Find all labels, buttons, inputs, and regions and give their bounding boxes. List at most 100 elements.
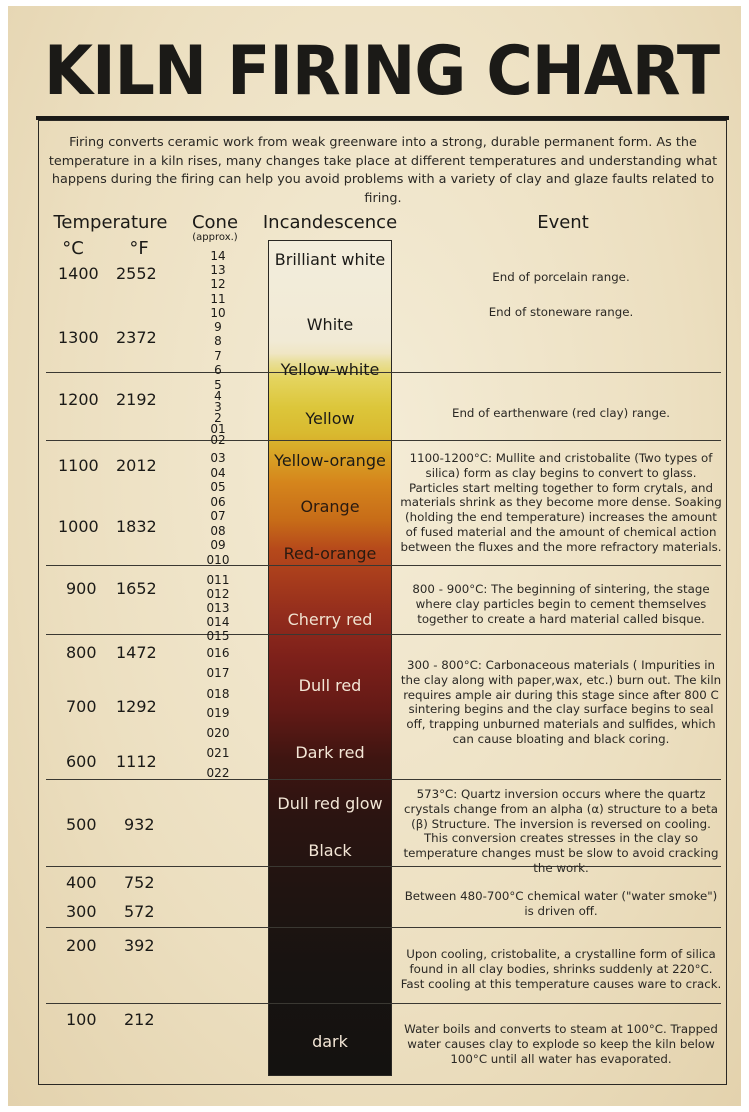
cone-number: 09 bbox=[210, 538, 226, 552]
cone-number: 014 bbox=[206, 615, 230, 629]
cone-number: 8 bbox=[214, 334, 222, 348]
temp-c: 700 bbox=[66, 697, 97, 716]
row-divider bbox=[46, 1003, 721, 1005]
cone-header: Cone bbox=[191, 212, 239, 233]
cone-number: 05 bbox=[210, 480, 226, 494]
event-header: Event bbox=[537, 212, 589, 233]
temp-f: 932 bbox=[124, 815, 155, 834]
temp-c: 100 bbox=[66, 1010, 97, 1029]
event-text: Between 480-700°C chemical water ("water… bbox=[404, 889, 718, 918]
event-text: 800 - 900°C: The beginning of sintering,… bbox=[412, 582, 710, 626]
cone-number: 01 bbox=[210, 422, 226, 436]
celsius-header: °C bbox=[62, 238, 84, 259]
cone-number: 9 bbox=[214, 320, 222, 334]
incandescence-label: Dull red bbox=[298, 676, 362, 695]
incandescence-label: Brilliant white bbox=[274, 250, 386, 269]
cone-number: 016 bbox=[206, 646, 230, 660]
incandescence-header: Incandescence bbox=[262, 212, 398, 233]
incandescence-label: Cherry red bbox=[287, 610, 373, 629]
cone-number: 022 bbox=[206, 766, 230, 780]
cone-number: 7 bbox=[214, 349, 222, 363]
title-rule bbox=[36, 116, 729, 120]
event-text: 1100-1200°C: Mullite and cristobalite (T… bbox=[400, 451, 722, 554]
incandescence-color-bar bbox=[268, 240, 392, 1076]
temp-c: 1000 bbox=[58, 517, 99, 536]
cone-number: 02 bbox=[210, 433, 226, 447]
incandescence-label: White bbox=[306, 315, 354, 334]
fahrenheit-header: °F bbox=[129, 238, 149, 259]
row-divider bbox=[46, 634, 721, 636]
temp-f: 752 bbox=[124, 873, 155, 892]
temp-c: 400 bbox=[66, 873, 97, 892]
cone-number: 10 bbox=[210, 306, 226, 320]
event-text: End of porcelain range. bbox=[492, 270, 630, 284]
event-text: Upon cooling, cristobalite, a crystallin… bbox=[400, 947, 722, 991]
row-divider bbox=[46, 372, 721, 374]
row-divider bbox=[46, 779, 721, 781]
incandescence-label: Dark red bbox=[295, 743, 365, 762]
temp-c: 1300 bbox=[58, 328, 99, 347]
cone-number: 011 bbox=[206, 573, 230, 587]
temp-c: 800 bbox=[66, 643, 97, 662]
temp-c: 200 bbox=[66, 936, 97, 955]
cone-number: 06 bbox=[210, 495, 226, 509]
chart-frame bbox=[38, 120, 727, 1085]
cone-number: 04 bbox=[210, 466, 226, 480]
cone-number: 017 bbox=[206, 666, 230, 680]
incandescence-label: Yellow-white bbox=[280, 360, 380, 379]
cone-number: 03 bbox=[210, 451, 226, 465]
temp-f: 1832 bbox=[116, 517, 157, 536]
poster: KILN FIRING CHART Firing converts cerami… bbox=[8, 6, 741, 1106]
event-text: 573°C: Quartz inversion occurs where the… bbox=[403, 787, 719, 875]
cone-number: 6 bbox=[214, 363, 222, 377]
incandescence-label: Red-orange bbox=[283, 544, 377, 563]
temp-f: 1472 bbox=[116, 643, 157, 662]
incandescence-label: Yellow bbox=[305, 409, 355, 428]
cone-number: 010 bbox=[206, 553, 230, 567]
temp-f: 2552 bbox=[116, 264, 157, 283]
temp-c: 1200 bbox=[58, 390, 99, 409]
cone-number: 11 bbox=[210, 292, 226, 306]
temp-c: 1400 bbox=[58, 264, 99, 283]
cone-number: 012 bbox=[206, 587, 230, 601]
cone-number: 14 bbox=[210, 249, 226, 263]
chart-title: KILN FIRING CHART bbox=[44, 32, 720, 111]
cone-note: (approx.) bbox=[192, 232, 238, 243]
incandescence-label: Black bbox=[308, 841, 352, 860]
cone-number: 07 bbox=[210, 509, 226, 523]
cone-number: 2 bbox=[214, 411, 222, 425]
cone-number: 013 bbox=[206, 601, 230, 615]
event-text: End of earthenware (red clay) range. bbox=[451, 406, 670, 420]
temp-c: 1100 bbox=[58, 456, 99, 475]
cone-number: 12 bbox=[210, 277, 226, 291]
intro-paragraph: Firing converts ceramic work from weak g… bbox=[48, 135, 718, 206]
temp-f: 1292 bbox=[116, 697, 157, 716]
row-divider bbox=[46, 440, 721, 442]
cone-number: 4 bbox=[214, 389, 222, 403]
temp-f: 2012 bbox=[116, 456, 157, 475]
cone-number: 018 bbox=[206, 687, 230, 701]
temperature-header: Temperature bbox=[53, 212, 168, 233]
cone-number: 019 bbox=[206, 706, 230, 720]
cone-number: 021 bbox=[206, 746, 230, 760]
cone-number: 5 bbox=[214, 378, 222, 392]
temp-f: 1652 bbox=[116, 579, 157, 598]
cone-number: 08 bbox=[210, 524, 226, 538]
incandescence-label: Yellow-orange bbox=[274, 451, 386, 470]
cone-number: 3 bbox=[214, 400, 222, 414]
row-divider bbox=[46, 866, 721, 868]
row-divider bbox=[46, 927, 721, 929]
temp-f: 212 bbox=[124, 1010, 155, 1029]
cone-number: 020 bbox=[206, 726, 230, 740]
incandescence-label: dark bbox=[312, 1032, 348, 1051]
event-text: Water boils and converts to steam at 100… bbox=[404, 1022, 718, 1066]
cone-number: 015 bbox=[206, 629, 230, 643]
row-divider bbox=[46, 565, 721, 567]
temp-f: 572 bbox=[124, 902, 155, 921]
cone-number: 13 bbox=[210, 263, 226, 277]
temp-c: 500 bbox=[66, 815, 97, 834]
incandescence-label: Dull red glow bbox=[277, 794, 383, 813]
temp-c: 600 bbox=[66, 752, 97, 771]
incandescence-label: Orange bbox=[300, 497, 360, 516]
event-text: 300 - 800°C: Carbonaceous materials ( Im… bbox=[400, 658, 722, 746]
